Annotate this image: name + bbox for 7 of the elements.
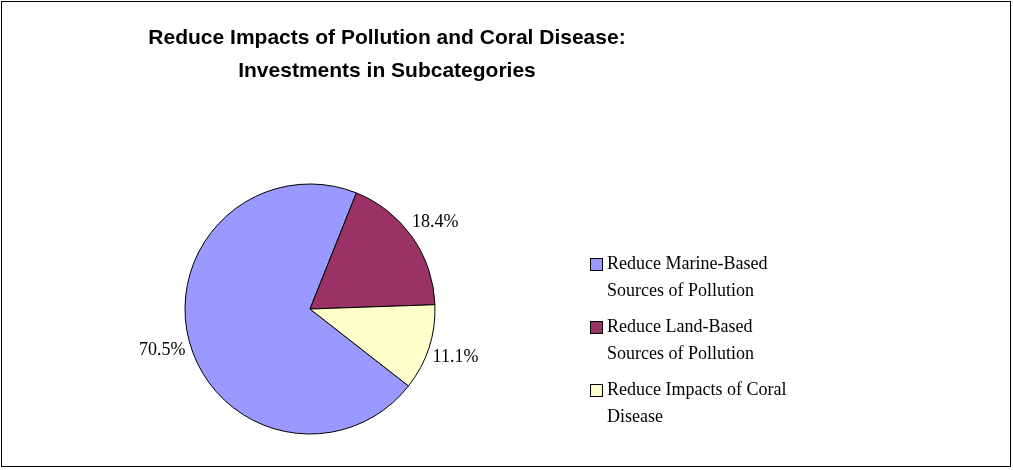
legend-label: Reduce Marine-Based Sources of Pollution [607,252,769,302]
legend-label: Reduce Impacts of Coral Disease [607,378,788,428]
chart-title: Reduce Impacts of Pollution and Coral Disease: Investments in Subcategories [147,24,627,83]
data-label: 70.5% [139,338,186,359]
data-label: 18.4% [411,211,459,232]
legend-label: Reduce Land-Based Sources of Pollution [607,315,755,365]
data-label: 11.1% [432,346,479,367]
